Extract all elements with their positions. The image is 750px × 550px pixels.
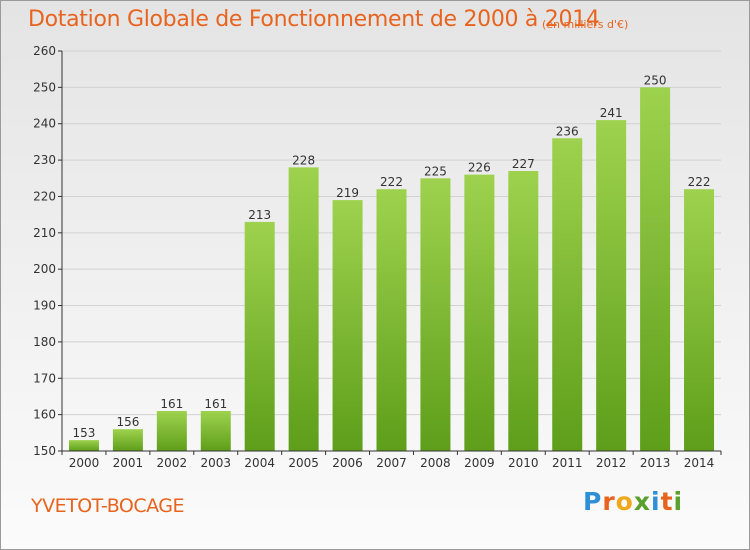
proxiti-logo: Proxiti xyxy=(583,487,683,516)
y-tick-label: 220 xyxy=(33,189,56,203)
x-tick-label-2001: 2001 xyxy=(113,456,144,470)
logo-letter: i xyxy=(651,487,661,516)
y-tick-label: 170 xyxy=(33,371,56,385)
y-tick-label: 210 xyxy=(33,226,56,240)
y-tick-label: 230 xyxy=(33,153,56,167)
data-label-2007: 222 xyxy=(380,175,403,189)
bar-2013 xyxy=(640,87,671,451)
y-tick-label: 150 xyxy=(33,444,56,458)
chart-title: Dotation Globale de Fonctionnement de 20… xyxy=(28,7,600,32)
data-labels: 153 156 161 161 213 228 219 222 225 226 227 236 241 2… xyxy=(73,73,711,440)
x-tick-label-2010: 2010 xyxy=(508,456,539,470)
data-label-2004: 213 xyxy=(248,208,271,222)
bar-2004 xyxy=(244,221,275,451)
x-tick-label-2011: 2011 xyxy=(552,456,583,470)
bar-2005 xyxy=(288,167,319,451)
unit-note: (en milliers d'€) xyxy=(542,18,629,31)
x-tick-label-2003: 2003 xyxy=(200,456,231,470)
x-tick-label-2009: 2009 xyxy=(464,456,495,470)
bar-2002 xyxy=(156,411,187,451)
bar-2014 xyxy=(684,189,715,451)
y-tick-label: 190 xyxy=(33,299,56,313)
y-tick-label: 160 xyxy=(33,408,56,422)
data-label-2014: 222 xyxy=(688,175,711,189)
bar-2008 xyxy=(420,178,451,452)
x-tick-label-2004: 2004 xyxy=(244,456,275,470)
data-label-2006: 219 xyxy=(336,186,359,200)
x-tick-label-2014: 2014 xyxy=(684,456,715,470)
y-tick-label: 200 xyxy=(33,262,56,276)
x-tick-label-2006: 2006 xyxy=(332,456,363,470)
data-label-2001: 156 xyxy=(116,415,139,429)
y-tick-label: 250 xyxy=(33,80,56,94)
data-label-2012: 241 xyxy=(600,106,623,120)
bars xyxy=(68,87,715,452)
logo-letter: P xyxy=(583,487,603,516)
data-label-2005: 228 xyxy=(292,153,315,167)
y-tick-label: 240 xyxy=(33,117,56,131)
data-label-2009: 226 xyxy=(468,161,491,175)
bar-2011 xyxy=(552,138,583,452)
commune-name: YVETOT-BOCAGE xyxy=(31,495,185,517)
data-label-2011: 236 xyxy=(556,124,579,138)
y-tick-label: 180 xyxy=(33,335,56,349)
axes: 150 160 170 180 190 200 210 220 230 240 250 260 2000… xyxy=(33,44,722,470)
x-tick-label-2007: 2007 xyxy=(376,456,407,470)
bar-2010 xyxy=(508,171,539,451)
x-tick-label-2008: 2008 xyxy=(420,456,451,470)
x-tick-label-2005: 2005 xyxy=(288,456,319,470)
data-label-2000: 153 xyxy=(73,426,96,440)
logo-letter: t xyxy=(660,487,674,516)
bar-2007 xyxy=(376,189,407,451)
bar-2006 xyxy=(332,200,363,451)
x-tick-label-2012: 2012 xyxy=(596,456,627,470)
y-tick-label: 260 xyxy=(33,44,56,58)
bar-2012 xyxy=(596,120,627,451)
logo-letter: o xyxy=(615,487,634,516)
logo-letter: x xyxy=(633,487,651,516)
data-label-2002: 161 xyxy=(160,397,183,411)
data-label-2013: 250 xyxy=(644,73,667,87)
bar-2003 xyxy=(200,411,231,451)
bar-2009 xyxy=(464,174,495,452)
logo-letter: r xyxy=(602,487,616,516)
data-label-2008: 225 xyxy=(424,164,447,178)
logo-letter: i xyxy=(673,487,684,516)
x-tick-label-2013: 2013 xyxy=(640,456,671,470)
data-label-2003: 161 xyxy=(204,397,227,411)
x-tick-label-2000: 2000 xyxy=(69,456,100,470)
bar-2000 xyxy=(68,440,99,451)
data-label-2010: 227 xyxy=(512,157,535,171)
x-tick-label-2002: 2002 xyxy=(157,456,188,470)
bar-2001 xyxy=(112,429,143,451)
